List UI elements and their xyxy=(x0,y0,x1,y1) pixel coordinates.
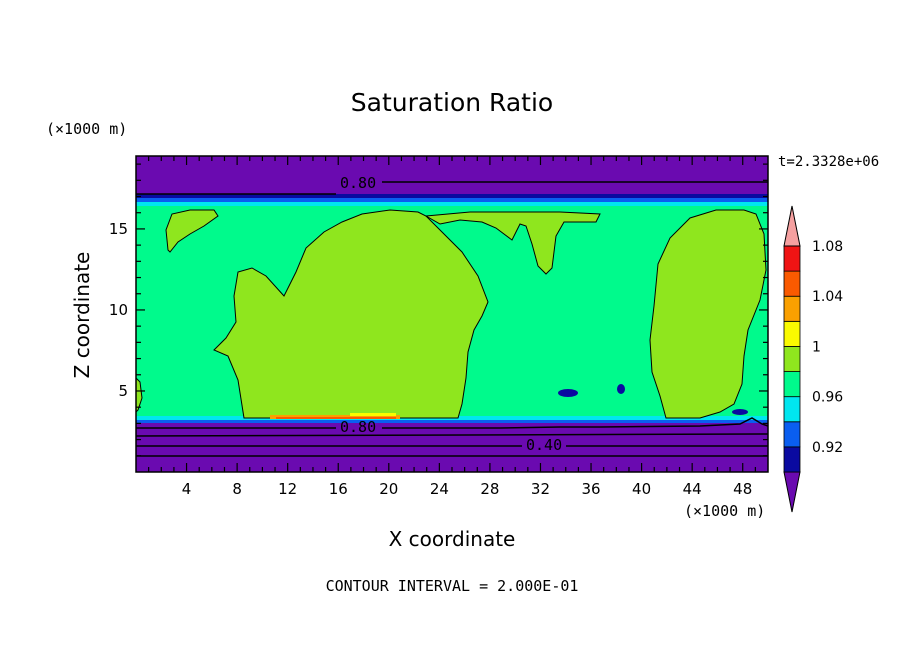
x-tick-label: 44 xyxy=(683,480,702,498)
contour-label: 0.80 xyxy=(340,174,376,192)
y-axis-tick-labels: 5 10 15 xyxy=(109,220,128,400)
colorbar-label: 1 xyxy=(812,339,821,355)
contour-line-080-bottom xyxy=(136,417,769,429)
colorbar-label: 1.04 xyxy=(812,289,843,305)
speck-blue-2 xyxy=(617,384,625,394)
x-tick-label: 28 xyxy=(480,480,499,498)
pocket-top-middle xyxy=(424,211,601,275)
colorbar-bin xyxy=(783,421,801,448)
colorbar-bin xyxy=(783,346,801,372)
contour-label: 0.40 xyxy=(526,436,562,454)
x-tick-label: 32 xyxy=(531,480,550,498)
band-top-cyan xyxy=(136,202,768,206)
x-tick-label: 16 xyxy=(329,480,348,498)
x-axis-label: X coordinate xyxy=(388,527,516,551)
warm-spot-yellow xyxy=(350,413,396,416)
contour-label: 0.80 xyxy=(340,418,376,436)
warm-spot-red xyxy=(276,417,396,419)
pocket-right xyxy=(649,209,767,419)
chart-title: Saturation Ratio xyxy=(350,88,554,117)
colorbar-bin xyxy=(783,245,801,272)
time-label: t=2.3328e+06 xyxy=(778,154,880,170)
colorbar-lower-triangle xyxy=(783,471,801,513)
colorbar-upper-triangle xyxy=(783,205,801,247)
colorbar-label: 0.96 xyxy=(812,390,843,406)
x-tick-label: 40 xyxy=(632,480,651,498)
x-axis-ticks xyxy=(148,156,756,472)
colorbar-bin xyxy=(783,371,801,398)
region-lower-dry xyxy=(136,423,768,472)
pocket-main xyxy=(213,209,489,419)
speck-blue-1 xyxy=(558,389,578,397)
colorbar-bin xyxy=(783,396,801,423)
colorbar-label: 0.92 xyxy=(812,440,843,456)
contour-lines xyxy=(135,181,769,457)
contour-interval-note: CONTOUR INTERVAL = 2.000E-01 xyxy=(325,577,579,595)
band-top-blue xyxy=(136,197,768,203)
band-bottom-blue xyxy=(136,420,768,424)
pocket-left-small xyxy=(165,209,219,253)
y-axis-ticks xyxy=(136,163,768,457)
y-tick-label: 5 xyxy=(118,382,128,400)
x-tick-label: 4 xyxy=(182,480,192,498)
contour-labels: 0.80 0.80 0.40 xyxy=(340,174,562,454)
y-tick-label: 15 xyxy=(109,220,128,238)
y-axis-unit: (×1000 m) xyxy=(46,120,128,138)
region-upper-dry xyxy=(136,156,768,194)
colorbar xyxy=(783,205,801,513)
contour-line-top xyxy=(136,181,768,195)
colorbar-bin xyxy=(783,446,801,473)
band-top-darkblue xyxy=(136,193,768,198)
colorbar-bin xyxy=(783,320,801,347)
band-bottom-cyan xyxy=(136,416,768,422)
x-tick-label: 12 xyxy=(278,480,297,498)
x-tick-label: 20 xyxy=(379,480,398,498)
x-tick-label: 24 xyxy=(430,480,449,498)
x-tick-label: 36 xyxy=(581,480,600,498)
colorbar-label: 1.08 xyxy=(812,239,843,255)
y-tick-label: 10 xyxy=(109,301,128,319)
x-axis-tick-labels: 4 8 12 16 20 24 28 32 36 40 44 48 xyxy=(182,480,752,498)
contour-line-mid xyxy=(135,433,769,437)
colorbar-labels: 0.92 0.96 1 1.04 1.08 xyxy=(812,239,843,456)
colorbar-bin xyxy=(783,270,801,297)
x-tick-label: 48 xyxy=(733,480,752,498)
speck-blue-3 xyxy=(732,409,748,415)
filled-contours xyxy=(135,156,768,472)
colorbar-bin xyxy=(783,295,801,322)
x-axis-unit: (×1000 m) xyxy=(684,502,766,520)
x-tick-label: 8 xyxy=(232,480,242,498)
